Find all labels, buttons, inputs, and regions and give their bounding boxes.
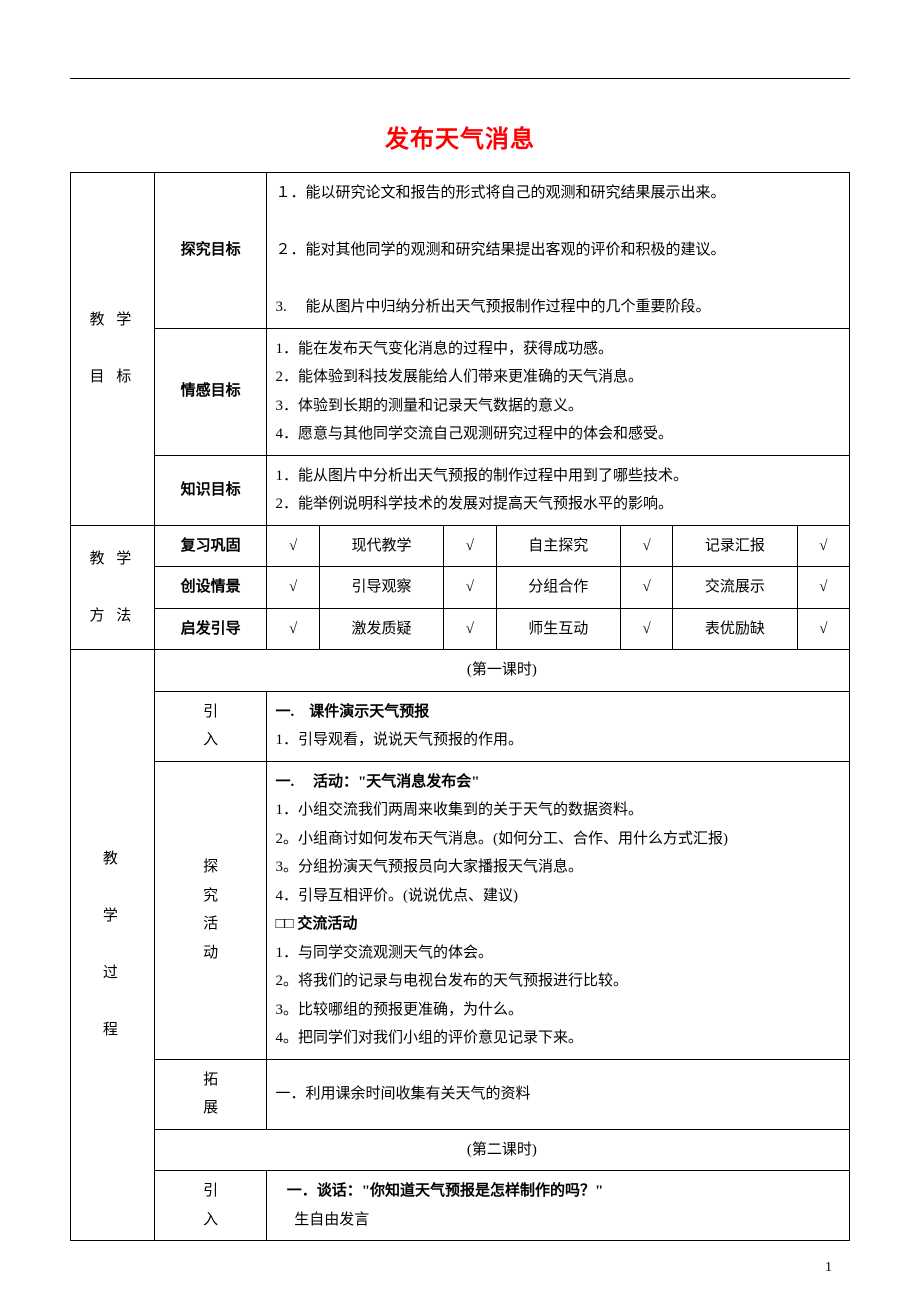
affect-goal-label: 情感目标: [154, 328, 267, 455]
inquiry-goal-label: 探究目标: [154, 173, 267, 329]
page-title: 发布天气消息: [70, 119, 850, 154]
explore-label: 探究活动: [154, 761, 267, 1059]
method-check: √: [797, 608, 849, 650]
exchange-item: 1．与同学交流观测天气的体会。: [275, 945, 493, 961]
exchange-heading: 交流活动: [297, 916, 357, 932]
method-label: 交流展示: [673, 567, 797, 609]
lesson1-title: (第一课时): [154, 650, 849, 692]
knowledge-goal-label: 知识目标: [154, 455, 267, 525]
explore-heading: 一. 活动："天气消息发布会": [275, 774, 479, 790]
inquiry-item: １．能以研究论文和报告的形式将自己的观测和研究结果展示出来。: [275, 179, 841, 208]
knowledge-goal-content: 1．能从图片中分析出天气预报的制作过程中用到了哪些技术。 2．能举例说明科学技术…: [267, 455, 850, 525]
methods-header: 教 学方 法: [71, 525, 155, 650]
intro2-content: 一．谈话："你知道天气预报是怎样制作的吗？" 生自由发言: [267, 1171, 850, 1241]
intro2-label: 引入: [154, 1171, 267, 1241]
explore-item: 1．小组交流我们两周来收集到的关于天气的数据资料。: [275, 802, 643, 818]
method-label: 记录汇报: [673, 525, 797, 567]
method-label: 复习巩固: [154, 525, 267, 567]
page-number: 1: [825, 1260, 832, 1276]
inquiry-item: 3. 能从图片中归纳分析出天气预报制作过程中的几个重要阶段。: [275, 293, 841, 322]
affect-item: 4．愿意与其他同学交流自己观测研究过程中的体会和感受。: [275, 420, 841, 449]
lesson2-title: (第二课时): [154, 1129, 849, 1171]
extend-content: 一．利用课余时间收集有关天气的资料: [267, 1059, 850, 1129]
method-check: √: [620, 608, 672, 650]
top-horizontal-rule: [70, 78, 850, 79]
exchange-prefix: □□: [275, 916, 297, 932]
method-check: √: [444, 608, 496, 650]
intro-label: 引入: [154, 691, 267, 761]
lesson-plan-table: 教 学目 标 探究目标 １．能以研究论文和报告的形式将自己的观测和研究结果展示出…: [70, 172, 850, 1241]
method-check: √: [267, 567, 319, 609]
affect-item: 2．能体验到科技发展能给人们带来更准确的天气消息。: [275, 363, 841, 392]
goals-header: 教 学目 标: [71, 173, 155, 526]
method-label: 现代教学: [319, 525, 443, 567]
affect-goal-content: 1．能在发布天气变化消息的过程中，获得成功感。 2．能体验到科技发展能给人们带来…: [267, 328, 850, 455]
exchange-item: 4。把同学们对我们小组的评价意见记录下来。: [275, 1030, 583, 1046]
exchange-item: 3。比较哪组的预报更准确，为什么。: [275, 1002, 523, 1018]
method-label: 表优励缺: [673, 608, 797, 650]
process-header: 教学过程: [71, 650, 155, 1241]
explore-item: 2。小组商讨如何发布天气消息。(如何分工、合作、用什么方式汇报): [275, 831, 728, 847]
method-check: √: [444, 525, 496, 567]
method-check: √: [444, 567, 496, 609]
method-check: √: [620, 525, 672, 567]
method-check: √: [267, 608, 319, 650]
explore-item: 3。分组扮演天气预报员向大家播报天气消息。: [275, 859, 583, 875]
affect-item: 1．能在发布天气变化消息的过程中，获得成功感。: [275, 335, 841, 364]
method-label: 分组合作: [496, 567, 620, 609]
method-check: √: [620, 567, 672, 609]
method-check: √: [267, 525, 319, 567]
intro1-content: 一. 课件演示天气预报 1．引导观看，说说天气预报的作用。: [267, 691, 850, 761]
exchange-item: 2。将我们的记录与电视台发布的天气预报进行比较。: [275, 973, 628, 989]
inquiry-goal-content: １．能以研究论文和报告的形式将自己的观测和研究结果展示出来。 ２．能对其他同学的…: [267, 173, 850, 329]
intro1-heading: 一. 课件演示天气预报: [275, 704, 429, 720]
method-label: 自主探究: [496, 525, 620, 567]
method-label: 启发引导: [154, 608, 267, 650]
knowledge-item: 1．能从图片中分析出天气预报的制作过程中用到了哪些技术。: [275, 462, 841, 491]
affect-item: 3．体验到长期的测量和记录天气数据的意义。: [275, 392, 841, 421]
method-check: √: [797, 567, 849, 609]
explore-item: 4．引导互相评价。(说说优点、建议): [275, 888, 518, 904]
method-label: 创设情景: [154, 567, 267, 609]
explore-content: 一. 活动："天气消息发布会" 1．小组交流我们两周来收集到的关于天气的数据资料…: [267, 761, 850, 1059]
method-label: 激发质疑: [319, 608, 443, 650]
extend-label: 拓展: [154, 1059, 267, 1129]
intro2-item: 生自由发言: [294, 1212, 369, 1228]
knowledge-item: 2．能举例说明科学技术的发展对提高天气预报水平的影响。: [275, 490, 841, 519]
intro1-item: 1．引导观看，说说天气预报的作用。: [275, 732, 523, 748]
intro2-heading: 一．谈话："你知道天气预报是怎样制作的吗？": [287, 1183, 604, 1199]
inquiry-item: ２．能对其他同学的观测和研究结果提出客观的评价和积极的建议。: [275, 236, 841, 265]
method-label: 引导观察: [319, 567, 443, 609]
method-check: √: [797, 525, 849, 567]
method-label: 师生互动: [496, 608, 620, 650]
